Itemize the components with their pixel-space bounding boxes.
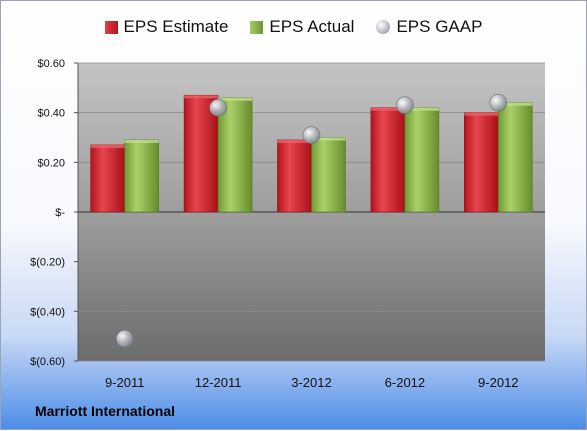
bar-top-eps-actual xyxy=(218,97,253,101)
legend: EPS Estimate EPS Actual EPS GAAP xyxy=(1,17,586,37)
axes: $0.60 $0.40 $0.20 $- $(0.20) $(0.40) $(0.60) 9-… xyxy=(30,58,518,390)
bar-top-eps-estimate xyxy=(184,95,219,99)
bar-eps-estimate xyxy=(183,94,219,213)
marker-eps-gaap xyxy=(302,126,321,144)
legend-label-eps-actual: EPS Actual xyxy=(269,17,355,36)
marker-eps-gaap xyxy=(115,329,134,348)
bar-eps-estimate xyxy=(277,139,312,213)
bar-eps-actual xyxy=(124,139,159,213)
bar-eps-actual xyxy=(311,137,346,213)
bar-eps-actual xyxy=(497,102,533,213)
legend-label-eps-estimate: EPS Estimate xyxy=(123,17,229,36)
company-name: Marriott International xyxy=(35,403,176,419)
marker-eps-gaap xyxy=(489,93,508,112)
marker-eps-gaap xyxy=(209,98,227,117)
y-tick-label: $- xyxy=(55,207,65,219)
x-tick-label: 6-2012 xyxy=(385,375,425,390)
bar-top-eps-estimate xyxy=(370,107,405,111)
gaap-markers xyxy=(115,93,508,348)
bars xyxy=(90,94,533,213)
legend-label-eps-gaap: EPS GAAP xyxy=(396,17,483,36)
x-tick-label: 3-2012 xyxy=(291,375,331,390)
x-tick-label: 12-2011 xyxy=(195,375,242,390)
y-tick-label: $0.20 xyxy=(37,157,65,169)
y-tick-label: $(0.60) xyxy=(30,356,65,368)
legend-item-eps-gaap: EPS GAAP xyxy=(376,17,482,37)
y-tick-label: $0.40 xyxy=(37,108,65,120)
bar-eps-estimate xyxy=(370,107,406,213)
legend-item-eps-estimate: EPS Estimate xyxy=(104,17,229,37)
bar-top-eps-actual xyxy=(311,137,346,141)
bar-eps-actual xyxy=(217,97,253,213)
y-tick-label: $(0.40) xyxy=(30,306,65,318)
bar-top-eps-actual xyxy=(124,139,159,143)
bar-eps-estimate xyxy=(90,144,125,213)
bar-top-eps-estimate xyxy=(277,139,312,143)
legend-item-eps-actual: EPS Actual xyxy=(250,17,354,37)
marker-eps-gaap xyxy=(396,96,414,115)
x-tick-label: 9-2012 xyxy=(478,375,518,390)
bar-top-eps-actual xyxy=(404,107,439,111)
legend-swatch-eps-estimate xyxy=(104,20,118,34)
bar-eps-actual xyxy=(404,107,440,213)
legend-swatch-eps-actual xyxy=(250,20,264,34)
y-tick-label: $0.60 xyxy=(37,58,65,70)
bar-top-eps-estimate xyxy=(464,112,499,116)
bar-top-eps-actual xyxy=(498,102,533,106)
y-tick-label: $(0.20) xyxy=(30,257,65,269)
legend-swatch-eps-gaap xyxy=(376,20,391,34)
x-tick-label: 9-2011 xyxy=(105,375,145,390)
bar-eps-estimate xyxy=(463,112,499,213)
bar-top-eps-estimate xyxy=(90,144,125,148)
